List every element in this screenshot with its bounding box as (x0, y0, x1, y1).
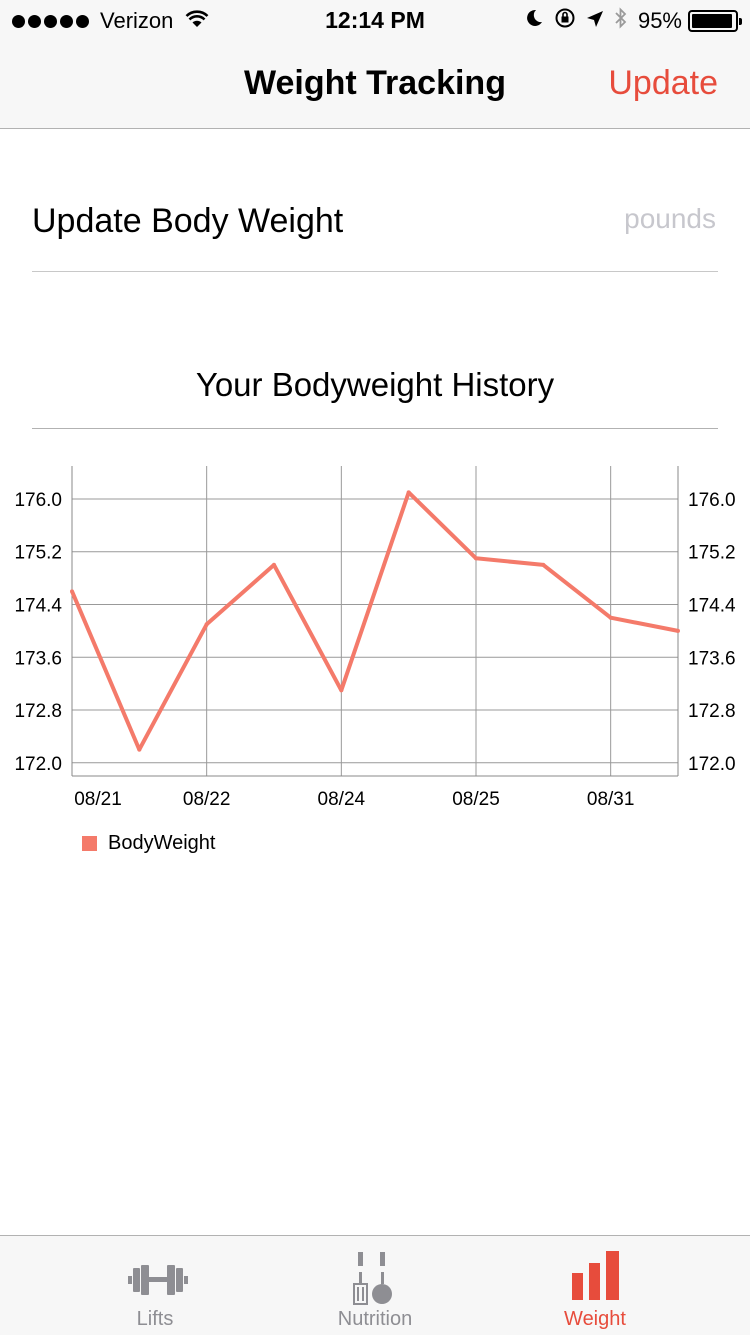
y-tick-label-right: 176.0 (688, 490, 736, 511)
chart-legend: BodyWeight (82, 832, 215, 855)
series-line-bodyweight (70, 490, 679, 752)
status-time: 12:14 PM (325, 7, 425, 33)
tab-bar: Lifts Nutrition Weight (0, 1235, 750, 1335)
x-tick-label: 08/25 (452, 789, 500, 810)
x-tick-label: 08/24 (318, 789, 366, 810)
y-tick-label-left: 175.2 (14, 543, 62, 564)
data-point (474, 556, 478, 561)
x-tick-label: 08/22 (183, 789, 231, 810)
status-left: Verizon (12, 8, 209, 34)
y-tick-label-right: 172.8 (688, 701, 736, 722)
y-tick-label-left: 174.4 (14, 596, 62, 617)
tab-weight[interactable]: Weight (470, 1236, 720, 1335)
data-point (676, 628, 680, 633)
x-tick-label: 08/21 (74, 789, 122, 810)
data-point (70, 589, 74, 594)
signal-dots-icon (12, 8, 92, 34)
update-weight-row: Update Body Weight (32, 170, 718, 272)
history-title: Your Bodyweight History (195, 366, 555, 403)
legend-label: BodyWeight (108, 832, 216, 854)
y-tick-label-left: 173.6 (14, 648, 62, 669)
y-tick-label-right: 172.0 (688, 754, 736, 775)
data-point (137, 747, 142, 752)
bodyweight-chart: 176.0 175.2 174.4 173.6 172.8 172.0 176.0 175.… (14, 466, 736, 810)
weight-input[interactable] (514, 202, 718, 236)
y-tick-label-left: 172.8 (14, 701, 62, 722)
tab-nutrition-label: Nutrition (337, 1308, 413, 1330)
battery-percentage: 95% (637, 8, 682, 33)
y-tick-label-right: 174.4 (688, 596, 736, 617)
legend-swatch (82, 836, 97, 851)
status-right: 95% (514, 7, 742, 35)
orientation-lock-icon (554, 7, 576, 35)
moon-icon (524, 8, 544, 34)
tab-nutrition[interactable]: Nutrition (250, 1236, 500, 1335)
carrier-name: Verizon (100, 8, 174, 33)
history-divider (32, 428, 718, 429)
fork-knife-icon (353, 1252, 392, 1305)
update-button[interactable]: Update (608, 64, 718, 102)
navigation-bar: Weight Tracking Update (0, 40, 750, 129)
status-bar: Verizon 12:14 PM 95% (0, 0, 750, 40)
tab-lifts[interactable]: Lifts (30, 1236, 280, 1335)
tab-weight-label: Weight (564, 1308, 626, 1330)
page-title: Weight Tracking (244, 64, 506, 102)
bluetooth-icon (614, 7, 628, 35)
dumbbell-icon (128, 1265, 188, 1295)
data-point (608, 615, 613, 620)
wifi-icon (185, 8, 209, 34)
y-tick-label-right: 175.2 (688, 543, 736, 564)
data-point (204, 622, 209, 627)
y-tick-label-left: 176.0 (14, 490, 62, 511)
y-tick-label-left: 172.0 (14, 754, 62, 775)
data-point (406, 490, 411, 495)
data-point (272, 562, 276, 567)
tab-lifts-label: Lifts (136, 1308, 174, 1330)
data-point (339, 688, 344, 693)
update-weight-label: Update Body Weight (32, 202, 344, 240)
bar-chart-icon (572, 1251, 619, 1300)
data-point (541, 562, 546, 567)
y-tick-label-right: 173.6 (688, 648, 736, 669)
battery-icon (688, 10, 742, 32)
x-tick-label: 08/31 (587, 789, 635, 810)
location-arrow-icon (586, 8, 604, 34)
